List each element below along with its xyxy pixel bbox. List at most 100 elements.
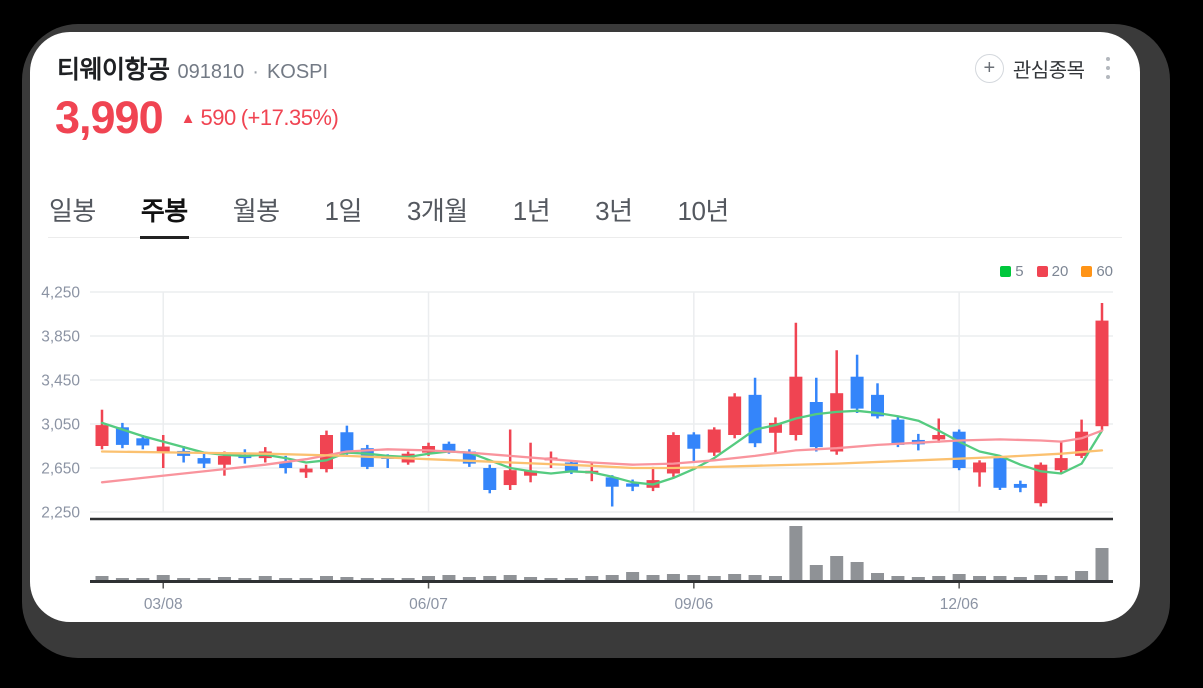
volume-bar bbox=[666, 574, 680, 580]
volume-bar bbox=[911, 577, 925, 580]
volume-bar bbox=[830, 556, 844, 580]
candle-body bbox=[299, 468, 313, 473]
candle-body bbox=[503, 470, 517, 486]
volume-bar bbox=[748, 575, 762, 580]
volume-bar bbox=[401, 578, 415, 580]
volume-bar bbox=[809, 565, 823, 580]
candle-body bbox=[360, 448, 374, 467]
candle-body bbox=[381, 456, 395, 459]
candle-body bbox=[524, 470, 538, 476]
current-price: 3,990 bbox=[55, 92, 164, 143]
ma5-line bbox=[100, 409, 1104, 486]
tab-일봉[interactable]: 일봉 bbox=[48, 182, 97, 237]
volume-bar bbox=[932, 576, 946, 580]
candle-body bbox=[422, 446, 436, 453]
candle-body bbox=[911, 439, 925, 445]
volume-bar bbox=[136, 578, 150, 580]
tab-월봉[interactable]: 월봉 bbox=[232, 182, 281, 237]
volume-bar bbox=[707, 576, 721, 580]
market-label: KOSPI bbox=[266, 61, 329, 83]
volume-bar bbox=[442, 575, 456, 580]
volume-bar bbox=[993, 576, 1007, 580]
tab-1일[interactable]: 1일 bbox=[324, 182, 363, 237]
candle-body bbox=[238, 455, 252, 459]
title-group: 티웨이항공 091810 · KOSPI bbox=[57, 50, 328, 86]
ma5-label: 5 bbox=[1015, 263, 1024, 280]
candle-body bbox=[340, 432, 354, 452]
tab-3년[interactable]: 3년 bbox=[594, 182, 633, 237]
ma20-swatch-icon bbox=[1036, 266, 1048, 277]
candle-body bbox=[993, 458, 1007, 488]
volume-bar bbox=[381, 578, 395, 580]
volume-bar bbox=[1054, 576, 1068, 580]
candle-body bbox=[177, 450, 191, 456]
tab-1년[interactable]: 1년 bbox=[512, 182, 551, 237]
volume-bar bbox=[340, 577, 354, 580]
volume-bar bbox=[462, 577, 476, 580]
candle-body bbox=[442, 443, 456, 452]
volume-bar bbox=[524, 577, 538, 580]
candle-body bbox=[217, 455, 231, 465]
tab-주봉[interactable]: 주봉 bbox=[139, 182, 189, 239]
candle-body bbox=[197, 458, 211, 464]
candle-body bbox=[748, 394, 762, 444]
volume-bar bbox=[115, 578, 129, 580]
ma20-label: 20 bbox=[1051, 263, 1069, 280]
volume-bar bbox=[626, 572, 640, 580]
volume-bar bbox=[646, 575, 660, 580]
candle-body bbox=[809, 402, 823, 448]
tab-10년[interactable]: 10년 bbox=[677, 182, 730, 237]
volume-bar bbox=[952, 574, 966, 580]
volume-bar bbox=[156, 575, 170, 580]
x-tick-label: 12/06 bbox=[940, 596, 979, 613]
stock-card: 티웨이항공 091810 · KOSPI + 관심종목 3,990 ▲ 590 bbox=[30, 32, 1140, 622]
kebab-menu-icon[interactable] bbox=[1103, 55, 1114, 82]
ma20-line bbox=[100, 429, 1104, 484]
volume-bar bbox=[299, 578, 313, 580]
candle-body bbox=[1095, 320, 1109, 427]
candle-body bbox=[585, 470, 599, 474]
stock-code: 091810 bbox=[177, 61, 245, 83]
volume-bar bbox=[503, 575, 517, 580]
legend-ma20: 20 bbox=[1036, 263, 1069, 280]
y-tick-label: 3,050 bbox=[41, 417, 80, 434]
add-favorite-button[interactable]: + 관심종목 bbox=[974, 53, 1085, 83]
volume-bar bbox=[871, 573, 885, 580]
candle-body bbox=[646, 480, 660, 488]
x-tick-label: 03/08 bbox=[144, 596, 183, 613]
volume-bar bbox=[483, 576, 497, 580]
x-tick-label: 09/06 bbox=[674, 596, 713, 613]
volume-bar bbox=[789, 526, 803, 580]
volume-bar bbox=[1034, 575, 1048, 580]
candle-body bbox=[728, 396, 742, 435]
candle-body bbox=[95, 425, 109, 446]
ma60-label: 60 bbox=[1096, 263, 1113, 280]
candle-body bbox=[871, 394, 885, 417]
volume-bar bbox=[279, 578, 293, 580]
candle-body bbox=[932, 435, 946, 440]
tab-3개월[interactable]: 3개월 bbox=[406, 182, 469, 237]
plus-circle-icon: + bbox=[974, 53, 1004, 83]
ma5-swatch-icon bbox=[1000, 266, 1012, 277]
candle-body bbox=[1054, 458, 1068, 471]
volume-bar bbox=[95, 576, 109, 580]
volume-bar bbox=[544, 578, 558, 580]
legend-ma5: 5 bbox=[1000, 263, 1024, 280]
volume-bar bbox=[422, 576, 436, 580]
candle-body bbox=[973, 462, 987, 473]
volume-bar bbox=[360, 578, 374, 580]
volume-bar bbox=[197, 578, 211, 580]
volume-bar bbox=[687, 575, 701, 580]
candle-body bbox=[707, 429, 721, 453]
candle-body bbox=[687, 434, 701, 449]
candle-body bbox=[952, 431, 966, 468]
candle-body bbox=[319, 435, 333, 470]
y-tick-label: 3,450 bbox=[41, 373, 80, 390]
candle-body bbox=[136, 438, 150, 446]
y-tick-label: 2,250 bbox=[41, 505, 80, 522]
volume-bar bbox=[605, 575, 619, 580]
candle-body bbox=[830, 393, 844, 452]
stock-name: 티웨이항공 bbox=[57, 56, 170, 84]
candle-body bbox=[544, 457, 558, 461]
candle-body bbox=[891, 419, 905, 445]
